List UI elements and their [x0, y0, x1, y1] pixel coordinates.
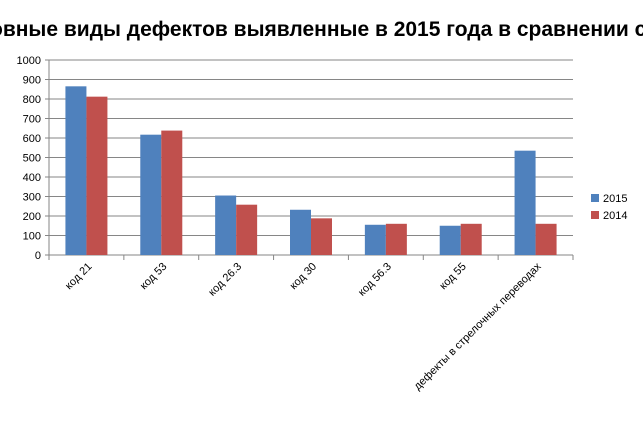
bar-2014-5: [460, 223, 482, 255]
x-tick-label: код 30: [288, 261, 319, 292]
x-tick-label: код 56.3: [356, 261, 394, 299]
bar-2015-1: [140, 134, 162, 255]
bar-2014-4: [385, 223, 407, 255]
bar-2015-5: [439, 225, 461, 255]
bar-2014-3: [311, 218, 332, 255]
bar-2014-0: [86, 96, 108, 255]
bar-2015-2: [215, 195, 237, 255]
y-tick-label: 800: [23, 94, 41, 106]
bar-2015-6: [514, 150, 536, 255]
y-tick-label: 1000: [17, 55, 41, 67]
y-tick-label: 700: [23, 114, 41, 126]
y-tick-label: 200: [23, 211, 41, 223]
legend-swatch-2015: [591, 194, 599, 202]
x-tick-label: дефекты в стрелочных переводах: [412, 260, 544, 392]
bar-2015-3: [290, 209, 311, 255]
y-tick-label: 0: [35, 250, 41, 262]
y-tick-label: 600: [23, 133, 41, 145]
legend-label-2015: 2015: [603, 193, 627, 205]
x-tick-label: код 21: [63, 261, 94, 292]
y-tick-label: 100: [23, 231, 41, 243]
bar-2014-6: [535, 223, 557, 255]
bar-2015-0: [65, 86, 87, 255]
chart-title: овные виды дефектов выявленные в 2015 го…: [0, 18, 643, 41]
legend-swatch-2014: [591, 211, 599, 219]
legend-label-2014: 2014: [603, 210, 627, 222]
bar-2014-1: [161, 130, 183, 255]
bar-2015-4: [364, 224, 386, 255]
y-tick-label: 500: [23, 153, 41, 165]
y-tick-label: 400: [23, 172, 41, 184]
x-tick-label: код 55: [437, 261, 468, 292]
y-tick-label: 300: [23, 192, 41, 204]
y-tick-label: 900: [23, 75, 41, 87]
bar-2014-2: [236, 204, 258, 255]
x-tick-label: код 26.3: [206, 261, 244, 299]
x-tick-label: код 53: [138, 261, 169, 292]
